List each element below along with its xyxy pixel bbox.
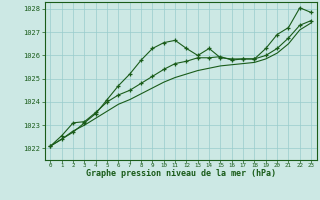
X-axis label: Graphe pression niveau de la mer (hPa): Graphe pression niveau de la mer (hPa) [86,169,276,178]
